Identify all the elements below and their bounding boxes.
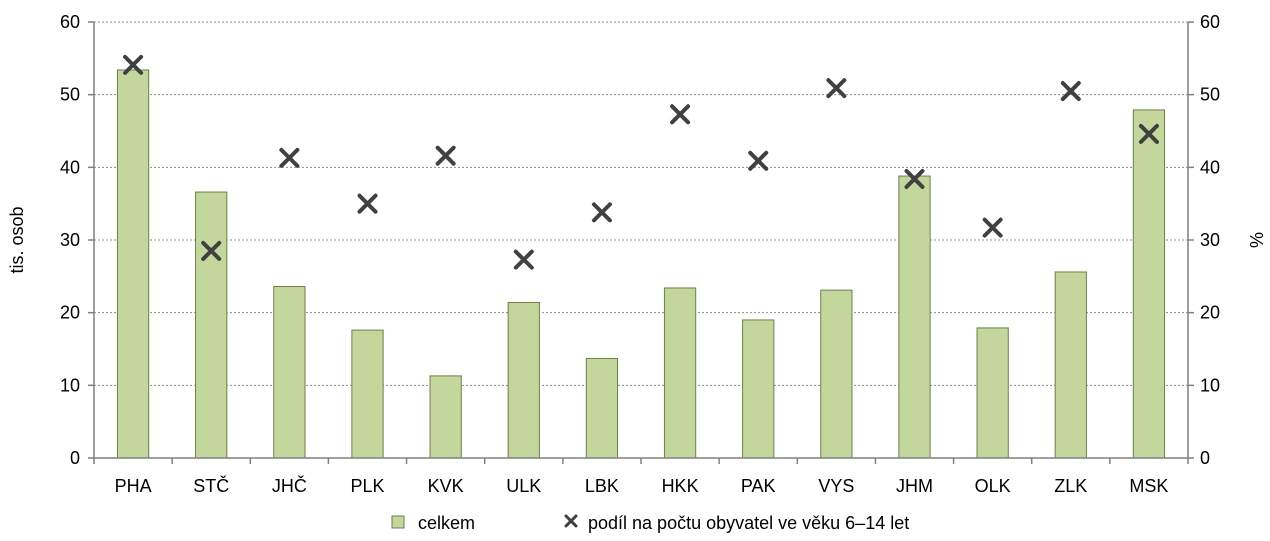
bar-jhm — [898, 175, 931, 459]
y-tick-label: 50 — [60, 85, 80, 105]
bar-lbk — [585, 357, 619, 459]
y2-tick-label: 0 — [1200, 448, 1210, 468]
marker-pak — [748, 150, 769, 171]
marker-zlk — [1060, 81, 1081, 102]
bar-olk — [976, 327, 1009, 459]
bar-zlk — [1054, 271, 1087, 459]
y2-tick-label: 10 — [1200, 375, 1220, 395]
y-tick-label: 40 — [60, 157, 80, 177]
x-tick-label: PLK — [350, 476, 384, 496]
marker-kvk — [435, 145, 456, 166]
y2-tick-label: 60 — [1200, 12, 1220, 32]
marker-ulk — [513, 249, 534, 270]
y-tick-label: 60 — [60, 12, 80, 32]
marker-stč — [201, 240, 222, 261]
x-tick-label: ULK — [506, 476, 541, 496]
marker-jhč — [279, 147, 300, 168]
marker-series — [123, 54, 1159, 270]
bar-hkk — [663, 287, 697, 459]
bar-jhč — [273, 286, 306, 459]
bar-plk — [351, 329, 384, 459]
marker-lbk — [591, 202, 612, 223]
bar-stč — [195, 191, 228, 459]
bar-pha — [116, 69, 150, 459]
y2-tick-label: 30 — [1200, 230, 1220, 250]
marker-olk — [982, 217, 1003, 238]
x-tick-label: STČ — [193, 475, 229, 496]
legend-marker-label: podíl na počtu obyvatel ve věku 6–14 let — [588, 513, 909, 533]
x-tick-label: MSK — [1129, 476, 1168, 496]
legend-marker-icon — [564, 514, 578, 528]
y2-axis-title: % — [1247, 232, 1267, 248]
x-tick-label: ZLK — [1054, 476, 1087, 496]
y-tick-label: 0 — [70, 448, 80, 468]
y2-tick-label: 40 — [1200, 157, 1220, 177]
marker-jhm — [904, 168, 925, 189]
bar-kvk — [429, 375, 462, 459]
bar-pak — [742, 319, 775, 459]
y-tick-label: 20 — [60, 303, 80, 323]
bar-vys — [820, 289, 853, 459]
x-tick-label: KVK — [428, 476, 464, 496]
bar-msk — [1132, 109, 1166, 459]
legend-bar-label: celkem — [418, 513, 475, 533]
marker-pha — [123, 54, 144, 75]
x-tick-label: LBK — [585, 476, 619, 496]
gridlines — [94, 21, 1188, 386]
marker-msk — [1138, 123, 1159, 144]
marker-vys — [826, 78, 847, 99]
bar-ulk — [507, 301, 540, 459]
x-tick-label: JHM — [896, 476, 933, 496]
x-tick-label: JHČ — [272, 475, 307, 496]
bar-series — [116, 69, 1166, 459]
x-tick-label: OLK — [975, 476, 1011, 496]
marker-hkk — [670, 104, 691, 125]
x-tick-label: HKK — [662, 476, 699, 496]
x-tick-label: VYS — [818, 476, 854, 496]
axes — [88, 21, 1194, 464]
y-axis-title: tis. osob — [7, 206, 27, 273]
legend-bar-swatch — [391, 515, 405, 529]
x-tick-label: PAK — [741, 476, 776, 496]
x-tick-label: PHA — [115, 476, 152, 496]
y-tick-label: 10 — [60, 375, 80, 395]
y-tick-label: 30 — [60, 230, 80, 250]
y2-tick-label: 20 — [1200, 303, 1220, 323]
y2-tick-label: 50 — [1200, 85, 1220, 105]
marker-plk — [357, 193, 378, 214]
legend: celkem podíl na počtu obyvatel ve věku 6… — [391, 513, 909, 533]
tick-labels: 0 0 10 10 20 20 30 30 40 40 50 50 60 60 PHA STČ JHČ PLK KV… — [60, 12, 1220, 496]
